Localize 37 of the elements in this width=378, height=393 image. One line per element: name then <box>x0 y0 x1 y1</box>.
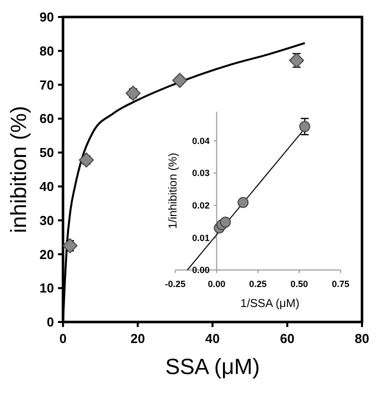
point <box>62 238 78 254</box>
y-tick-label: 30 <box>40 212 54 228</box>
point <box>126 86 141 101</box>
y-tick-label: 0 <box>46 314 54 330</box>
y-tick-label: 50 <box>40 145 54 160</box>
y-axis-title: inhibition (%) <box>6 106 31 234</box>
x-tick-label: 0.50 <box>290 279 308 289</box>
point <box>238 196 249 208</box>
point <box>220 216 231 228</box>
point <box>299 121 310 132</box>
y-tick-label: 0.00 <box>192 265 210 276</box>
x-tick-label: 80 <box>354 331 370 346</box>
y-tick-label: 80 <box>40 43 54 58</box>
x-tick-label: 0 <box>59 331 67 346</box>
x-tick-label: 0.75 <box>332 279 350 289</box>
point <box>172 72 188 88</box>
y-tick-label: 0.04 <box>192 136 210 146</box>
y-tick-label: 0.02 <box>192 200 210 211</box>
x-axis-title: SSA (μM) <box>165 354 260 379</box>
x-tick-label: 40 <box>205 331 220 346</box>
x-axis-title: 1/SSA (μM) <box>240 298 300 310</box>
point <box>289 52 304 68</box>
y-axis-title: 1/inhibition (%) <box>168 152 180 229</box>
y-tick-label: 70 <box>40 77 54 92</box>
y-tick-label: 0.03 <box>192 168 210 178</box>
x-tick-label: 0.00 <box>208 279 226 289</box>
y-tick-label: 10 <box>40 280 54 296</box>
y-tick-label: 60 <box>40 111 54 126</box>
x-tick-label: 60 <box>280 331 294 346</box>
x-tick-label: -0.25 <box>165 279 186 289</box>
x-tick-label: 20 <box>130 331 145 346</box>
x-tick-label: 0.25 <box>249 279 267 289</box>
y-tick-label: 90 <box>40 10 54 25</box>
y-tick-label: 0.01 <box>192 232 210 243</box>
y-tick-label: 40 <box>40 178 54 194</box>
y-tick-label: 20 <box>40 246 54 262</box>
point <box>78 152 94 168</box>
